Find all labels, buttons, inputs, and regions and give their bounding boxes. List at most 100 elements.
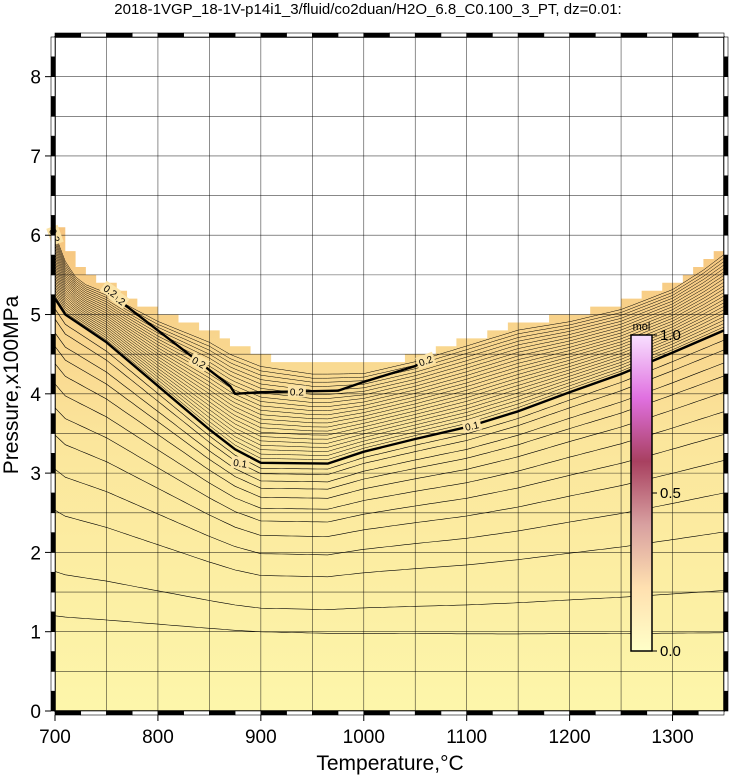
contour-label-bg <box>287 385 306 398</box>
frame-segment-right <box>723 155 729 177</box>
x-tick-label: 900 <box>245 727 277 748</box>
frame-segment-top <box>106 32 133 38</box>
contour-line-0.1 <box>55 298 724 465</box>
colorbar-tick-label: 0.0 <box>660 643 681 660</box>
frame-segment-left <box>50 334 56 355</box>
colorbar-tick-label: 1.0 <box>660 327 681 344</box>
contour-line <box>55 260 724 411</box>
frame-segment-top <box>672 32 699 38</box>
frame-segment-right <box>723 135 729 157</box>
frame-segment-right <box>723 611 729 633</box>
contour-label: 0.1 <box>232 458 248 471</box>
frame-segment-top <box>260 32 287 38</box>
contour-line <box>55 234 724 375</box>
frame-segment-right <box>723 413 729 434</box>
frame-segment-left <box>50 36 56 58</box>
filled-region <box>55 227 724 711</box>
frame-segment-bottom <box>414 710 442 716</box>
frame-segment-left <box>50 373 56 395</box>
y-tick-label: 2 <box>30 543 41 564</box>
frame-segment-right <box>723 254 729 276</box>
frame-segment-top <box>466 32 493 38</box>
thin-contour-lines <box>55 234 724 635</box>
contour-line <box>55 332 724 483</box>
frame-segment-right <box>723 452 729 474</box>
frame-segment-left <box>50 651 56 672</box>
frame-segment-top <box>234 32 262 38</box>
y-tick-label: 0 <box>30 702 41 723</box>
contour-line-0.2 <box>121 301 427 395</box>
frame-segment-bottom <box>363 710 390 716</box>
frame-segment-left <box>50 492 56 514</box>
x-axis-label: Temperature,°C <box>316 752 463 775</box>
contour-line <box>55 468 724 556</box>
x-tick-label: 1000 <box>343 727 385 748</box>
filled-field <box>55 227 724 711</box>
y-tick-label: 4 <box>30 385 41 406</box>
contour-line <box>55 383 724 510</box>
frame-segment-right <box>723 215 729 236</box>
x-tick-label: 1300 <box>651 727 693 748</box>
y-tick-label: 7 <box>30 147 41 168</box>
y-tick-label: 3 <box>30 464 41 485</box>
frame-segment-left <box>50 690 56 712</box>
contour-label-bg <box>461 417 482 434</box>
frame-segment-top <box>363 32 390 38</box>
frame-segment-bottom <box>569 710 596 716</box>
contour-label-group: 0.2 <box>287 385 306 398</box>
frame-segment-right <box>723 492 729 514</box>
contour-line <box>55 254 724 403</box>
contour-line <box>55 266 724 420</box>
frame-segment-bottom <box>54 710 82 716</box>
frame-segment-left <box>50 294 56 315</box>
frame-segment-right <box>723 393 729 414</box>
frame-segment-top <box>389 32 416 38</box>
frame-segment-right <box>723 472 729 494</box>
frame-segment-bottom <box>440 710 467 716</box>
contour-line <box>55 509 724 578</box>
axis-ticks: 700 800 900 1000 1100 1200 1300 0 1 2 3 4 5 6 7 8 <box>30 68 693 748</box>
frame-segment-top <box>543 32 570 38</box>
frame-segment-bottom <box>389 710 416 716</box>
frame-segment-right <box>723 36 729 58</box>
frame-segment-left <box>50 155 56 177</box>
frame-segment-left <box>50 115 56 137</box>
frame-segment-top <box>286 32 313 38</box>
frame-segment-top <box>131 32 159 38</box>
frame-segment-right <box>723 373 729 395</box>
frame-segment-right <box>723 353 729 375</box>
frame-segment-top <box>157 32 184 38</box>
frame-segment-right <box>723 96 729 117</box>
chart-title: 2018-1VGP_18-1V-p14i1_3/fluid/co2duan/H2… <box>114 1 621 18</box>
frame-segment-top <box>312 32 339 38</box>
frame-segment-top <box>517 32 545 38</box>
x-tick-label: 1200 <box>548 727 590 748</box>
frame-segment-left <box>50 56 56 77</box>
frame-segment-right <box>723 314 729 335</box>
frame-segment-left <box>50 96 56 117</box>
x-tick-label: 1100 <box>446 727 487 748</box>
frame-segment-left <box>50 433 56 454</box>
frame-segment-left <box>50 472 56 494</box>
contour-label-group: 0.1 <box>461 417 482 434</box>
frame-segment-right <box>723 195 729 216</box>
frame-segment-top <box>440 32 467 38</box>
frame-segment-bottom <box>131 710 159 716</box>
contour-line <box>55 292 724 456</box>
contour-line <box>55 363 724 499</box>
frame-segment-top <box>697 32 725 38</box>
contour-line <box>55 615 724 635</box>
frame-segment-bottom <box>209 710 236 716</box>
frame-segment-right <box>723 175 729 196</box>
frame-segment-left <box>50 631 56 652</box>
y-tick-label: 5 <box>30 306 41 327</box>
frame-segment-right <box>723 234 729 256</box>
frame-segment-top <box>80 32 107 38</box>
frame-segment-bottom <box>620 710 648 716</box>
colorbar-tick-label: 0.5 <box>660 485 681 502</box>
frame-segment-bottom <box>312 710 339 716</box>
frame-segment-left <box>50 452 56 474</box>
frame-segment-top <box>595 32 622 38</box>
frame-segment-top <box>492 32 519 38</box>
bold-contour-lines <box>55 298 724 465</box>
